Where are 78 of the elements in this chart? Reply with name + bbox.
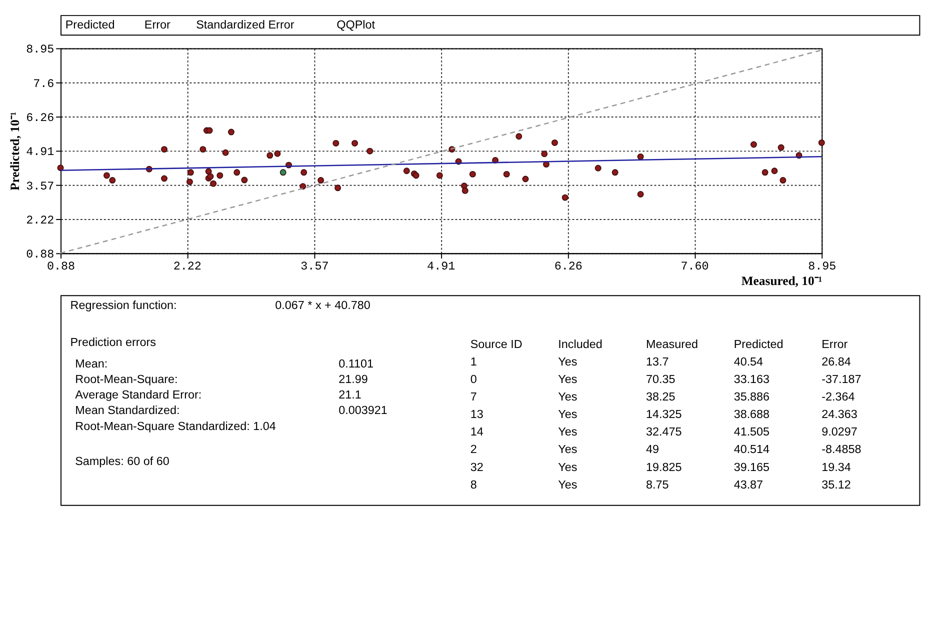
text: Samples: 60 of 60 xyxy=(75,454,170,468)
text: 26.84 xyxy=(822,355,852,368)
text: Included xyxy=(558,338,602,351)
text: Standardized Error xyxy=(196,18,294,32)
text: 40.514 xyxy=(734,443,770,456)
text: Mean Standardized: xyxy=(75,404,180,418)
text: Yes xyxy=(558,460,578,474)
text: Yes xyxy=(558,408,578,422)
y-tick-label: 4.91 xyxy=(26,145,54,160)
text: 8.75 xyxy=(646,478,670,492)
text: 13 xyxy=(470,408,484,422)
source-note: Source ID xyxy=(470,338,522,351)
text: 40.54 xyxy=(734,355,764,368)
text: 14 xyxy=(470,426,484,439)
text: Error xyxy=(822,338,848,351)
text: 2 xyxy=(470,443,477,456)
text: 33.163 xyxy=(734,372,770,386)
text: 21.1 xyxy=(338,388,362,402)
x-tick-label: 8.95 xyxy=(808,259,836,274)
x-tick-label: 2.22 xyxy=(173,259,202,274)
text: 7 xyxy=(470,390,477,404)
text: Predicted xyxy=(65,18,115,32)
text: Yes xyxy=(558,478,578,492)
text: 39.165 xyxy=(734,460,770,474)
text: 49 xyxy=(646,443,660,456)
text: 70.35 xyxy=(646,372,676,386)
text: QQPlot xyxy=(336,18,376,32)
text: -8.4858 xyxy=(822,443,862,456)
text: -37.187 xyxy=(822,372,862,386)
x-tick-label: 3.57 xyxy=(300,259,329,274)
y-tick-label: 0.88 xyxy=(26,248,54,262)
x-tick-label: 0.88 xyxy=(46,259,76,274)
text: -2.364 xyxy=(822,390,856,404)
text: Regression function: xyxy=(70,298,177,312)
y-tick-label: 7.6 xyxy=(33,76,54,91)
text: 1 xyxy=(470,355,477,368)
text: 14.325 xyxy=(646,408,682,422)
text: 0.067 * x + 40.780 xyxy=(275,298,371,312)
text: Root-Mean-Square Standardized: 1.04 xyxy=(75,420,276,433)
text: 41.505 xyxy=(734,426,770,439)
text: Predicted xyxy=(734,338,784,351)
text: 21.99 xyxy=(338,372,368,386)
text: Average Standard Error: xyxy=(75,388,202,402)
x-tick-label: 7.60 xyxy=(680,259,709,274)
x-tick-label: 4.91 xyxy=(427,259,456,274)
text: 32 xyxy=(470,460,484,474)
text: 32.475 xyxy=(646,426,682,439)
text: 13.7 xyxy=(646,355,669,368)
text: 35.12 xyxy=(822,478,851,492)
text: 19.34 xyxy=(822,460,852,474)
text: 0.1101 xyxy=(338,357,374,370)
y-tick-label: 2.22 xyxy=(26,214,54,228)
text: 38.688 xyxy=(734,408,770,422)
text: 19.825 xyxy=(646,460,682,474)
text: Prediction errors xyxy=(70,336,156,349)
x-tick-label: 6.26 xyxy=(554,259,582,274)
text: 24.363 xyxy=(822,408,858,422)
y-axis-title: Predicted, 10⁻¹ xyxy=(8,112,22,191)
text: Yes xyxy=(558,390,578,404)
text: Root-Mean-Square: xyxy=(75,372,178,386)
text: 38.25 xyxy=(646,390,676,404)
y-tick-label: 6.26 xyxy=(26,110,54,125)
text: Yes xyxy=(558,443,578,456)
text: 8 xyxy=(470,478,477,492)
text: 43.87 xyxy=(734,478,764,492)
text: Yes xyxy=(558,372,578,386)
text: Mean: xyxy=(75,357,108,370)
x-axis-title: Measured, 10⁻¹ xyxy=(741,274,822,288)
text: 9.0297 xyxy=(822,426,858,439)
text: Measured xyxy=(646,338,698,351)
text: Yes xyxy=(558,426,578,439)
text: Error xyxy=(144,18,170,32)
y-tick-label: 8.95 xyxy=(26,42,54,57)
text: Yes xyxy=(558,355,578,368)
y-tick-label: 3.57 xyxy=(26,179,54,194)
text: 35.886 xyxy=(734,390,770,404)
text: 0 xyxy=(470,372,478,386)
text: 0.003921 xyxy=(338,404,388,418)
